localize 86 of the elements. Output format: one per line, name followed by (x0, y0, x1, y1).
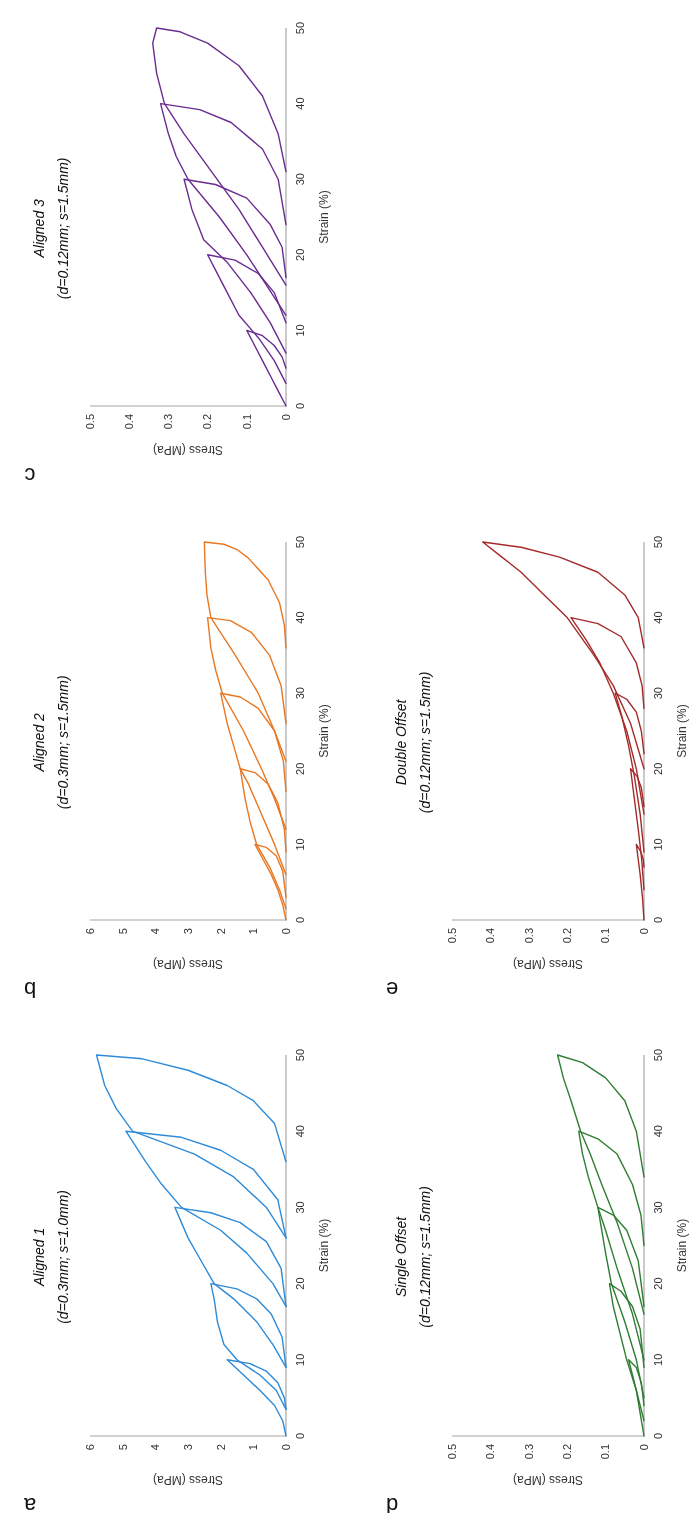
text: Double Offset (393, 698, 409, 786)
y-tick-label: 20 (294, 762, 306, 775)
x-tick-label: 0.5 (83, 414, 96, 430)
text: Single Offset (393, 1215, 409, 1298)
y-tick-label: 50 (294, 1048, 306, 1062)
x-tick-label: 1 (247, 928, 260, 935)
x-tick-label: 0 (279, 1444, 292, 1451)
x-tick-label: 0.2 (561, 1444, 574, 1460)
y-tick-label: 40 (294, 611, 306, 624)
x-tick-label: 0.1 (599, 928, 612, 944)
x-axis-title: Stress (MPa) (152, 443, 224, 457)
x-tick-label: 6 (83, 1444, 96, 1451)
x-tick-label: 0 (637, 928, 650, 935)
x-tick-label: 0 (279, 414, 292, 421)
x-tick-label: 5 (116, 1444, 129, 1451)
y-axis-title: Strain (%) (675, 1218, 689, 1273)
y-axis-title: Strain (%) (675, 704, 689, 758)
y-axis-title: Strain (%) (317, 1218, 331, 1273)
y-axis-title: Strain (%) (317, 704, 331, 758)
y-tick-label: 20 (652, 762, 664, 775)
x-tick-label: 0.4 (484, 928, 497, 944)
text: Aligned 1 (31, 1227, 47, 1288)
y-tick-label: 40 (652, 611, 664, 624)
x-tick-label: 0.4 (484, 1444, 497, 1460)
y-tick-label: 0 (652, 916, 664, 924)
x-tick-label: 0.2 (201, 414, 214, 430)
x-tick-label: 0.3 (162, 414, 175, 430)
y-tick-label: 0 (652, 1432, 664, 1440)
y-tick-label: 30 (652, 687, 664, 700)
text: (d=0.3mm; s=1.5mm) (55, 675, 71, 810)
x-axis-title: Stress (MPa) (512, 957, 584, 971)
text: Aligned 3 (31, 198, 47, 259)
x-tick-label: 0 (637, 1444, 650, 1451)
y-tick-label: 50 (652, 535, 664, 549)
x-axis-title: Stress (MPa) (152, 1473, 224, 1487)
y-tick-label: 50 (294, 21, 306, 35)
x-tick-label: 1 (247, 1444, 260, 1451)
text: (d=0.3mm; s=1.0mm) (55, 1190, 71, 1324)
x-axis-title: Stress (MPa) (512, 1473, 584, 1487)
x-tick-label: 0.5 (445, 1444, 458, 1460)
y-tick-label: 30 (294, 687, 306, 700)
x-axis-title: Stress (MPa) (152, 957, 224, 971)
y-axis-title: Strain (%) (317, 190, 331, 244)
y-tick-label: 0 (294, 916, 306, 924)
y-tick-label: 0 (294, 1432, 306, 1440)
x-tick-label: 0.3 (522, 928, 535, 944)
text: (d=0.12mm; s=1.5mm) (55, 157, 71, 300)
y-tick-label: 0 (294, 402, 306, 410)
x-tick-label: 0.5 (445, 928, 458, 944)
x-tick-label: 0.2 (561, 928, 574, 944)
x-tick-label: 6 (83, 928, 96, 935)
y-tick-label: 40 (294, 97, 306, 110)
x-tick-label: 3 (181, 1444, 194, 1451)
y-tick-label: 30 (294, 173, 306, 186)
y-tick-label: 10 (652, 838, 664, 851)
text: c (24, 463, 36, 488)
x-tick-label: 0.1 (240, 414, 253, 430)
y-tick-label: 10 (652, 1353, 664, 1366)
y-tick-label: 10 (294, 838, 306, 851)
y-tick-label: 40 (652, 1125, 664, 1138)
y-tick-label: 10 (294, 324, 306, 337)
text: Aligned 2 (31, 712, 47, 773)
y-tick-label: 20 (294, 1277, 306, 1290)
text: (d=0.12mm; s=1.5mm) (417, 1186, 433, 1328)
x-tick-label: 3 (181, 928, 194, 935)
x-tick-label: 0.4 (123, 414, 136, 430)
y-tick-label: 40 (294, 1125, 306, 1138)
x-tick-label: 4 (149, 1444, 162, 1451)
x-tick-label: 4 (149, 928, 162, 935)
x-tick-label: 2 (214, 928, 227, 935)
y-tick-label: 50 (294, 535, 306, 549)
y-tick-label: 30 (294, 1201, 306, 1214)
x-tick-label: 2 (214, 1444, 227, 1451)
text: b (23, 977, 37, 1002)
x-tick-label: 0.1 (599, 1444, 612, 1460)
x-tick-label: 0.3 (522, 1444, 535, 1460)
y-tick-label: 30 (652, 1201, 664, 1214)
y-tick-label: 20 (294, 248, 306, 261)
text: e (385, 977, 399, 1002)
text: (d=0.12mm; s=1.5mm) (417, 671, 433, 814)
x-tick-label: 5 (116, 928, 129, 935)
y-tick-label: 50 (652, 1048, 664, 1062)
y-tick-label: 20 (652, 1277, 664, 1290)
x-tick-label: 0 (279, 928, 292, 935)
text: a (23, 1493, 37, 1513)
y-tick-label: 10 (294, 1353, 306, 1366)
